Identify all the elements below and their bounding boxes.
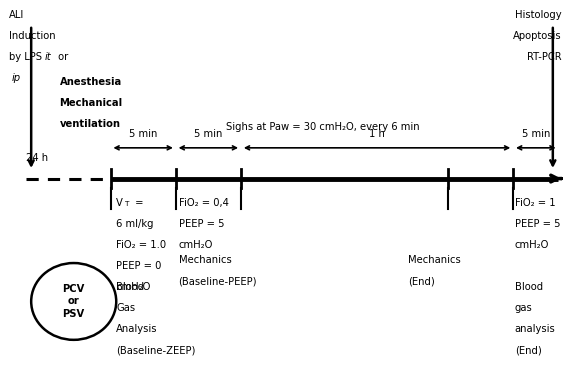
Text: Induction: Induction [9, 31, 55, 41]
Text: 1 h: 1 h [369, 129, 385, 139]
Text: T: T [125, 201, 130, 207]
Text: cmH₂O: cmH₂O [179, 240, 213, 250]
Text: FiO₂ = 1.0: FiO₂ = 1.0 [116, 240, 166, 250]
Text: 24 h: 24 h [26, 153, 48, 163]
Text: or: or [68, 296, 79, 306]
Text: 6 ml/kg: 6 ml/kg [116, 219, 154, 229]
Text: 5 min: 5 min [129, 129, 158, 139]
Text: PCV: PCV [62, 284, 85, 294]
Text: FiO₂ = 0,4: FiO₂ = 0,4 [179, 198, 229, 208]
Text: ip: ip [11, 73, 20, 83]
Text: 5 min: 5 min [522, 129, 550, 139]
Text: cmH₂O: cmH₂O [515, 240, 549, 250]
Text: PEEP = 5: PEEP = 5 [515, 219, 560, 229]
Text: Analysis: Analysis [116, 324, 158, 334]
Text: analysis: analysis [515, 324, 556, 334]
Text: (End): (End) [515, 346, 541, 356]
Text: =: = [132, 198, 143, 208]
Text: cmH₂O: cmH₂O [116, 282, 151, 292]
Text: Gas: Gas [116, 303, 136, 313]
Text: Histology: Histology [515, 10, 561, 20]
Text: (Baseline-PEEP): (Baseline-PEEP) [179, 276, 257, 286]
Text: Mechanics: Mechanics [179, 255, 231, 265]
Text: Blood: Blood [515, 282, 543, 292]
Text: or: or [55, 52, 68, 62]
Text: Blood: Blood [116, 282, 145, 292]
Text: PEEP = 0: PEEP = 0 [116, 261, 162, 271]
Text: by LPS: by LPS [9, 52, 45, 62]
Text: Mechanical: Mechanical [60, 98, 122, 108]
Text: gas: gas [515, 303, 532, 313]
Text: ALI: ALI [9, 10, 24, 20]
Text: FiO₂ = 1: FiO₂ = 1 [515, 198, 556, 208]
Text: ventilation: ventilation [60, 119, 121, 129]
Text: it: it [45, 52, 52, 62]
Text: Sighs at Paw = 30 cmH₂O, every 6 min: Sighs at Paw = 30 cmH₂O, every 6 min [226, 122, 420, 132]
Text: 5 min: 5 min [194, 129, 223, 139]
Text: (End): (End) [408, 276, 435, 286]
Text: V: V [116, 198, 123, 208]
Text: Anesthesia: Anesthesia [60, 77, 122, 87]
Text: RT-PCR: RT-PCR [527, 52, 561, 62]
Text: (Baseline-ZEEP): (Baseline-ZEEP) [116, 346, 196, 356]
Text: Apoptosis: Apoptosis [513, 31, 561, 41]
Text: PEEP = 5: PEEP = 5 [179, 219, 224, 229]
Text: Mechanics: Mechanics [408, 255, 461, 265]
Text: PSV: PSV [62, 309, 85, 319]
